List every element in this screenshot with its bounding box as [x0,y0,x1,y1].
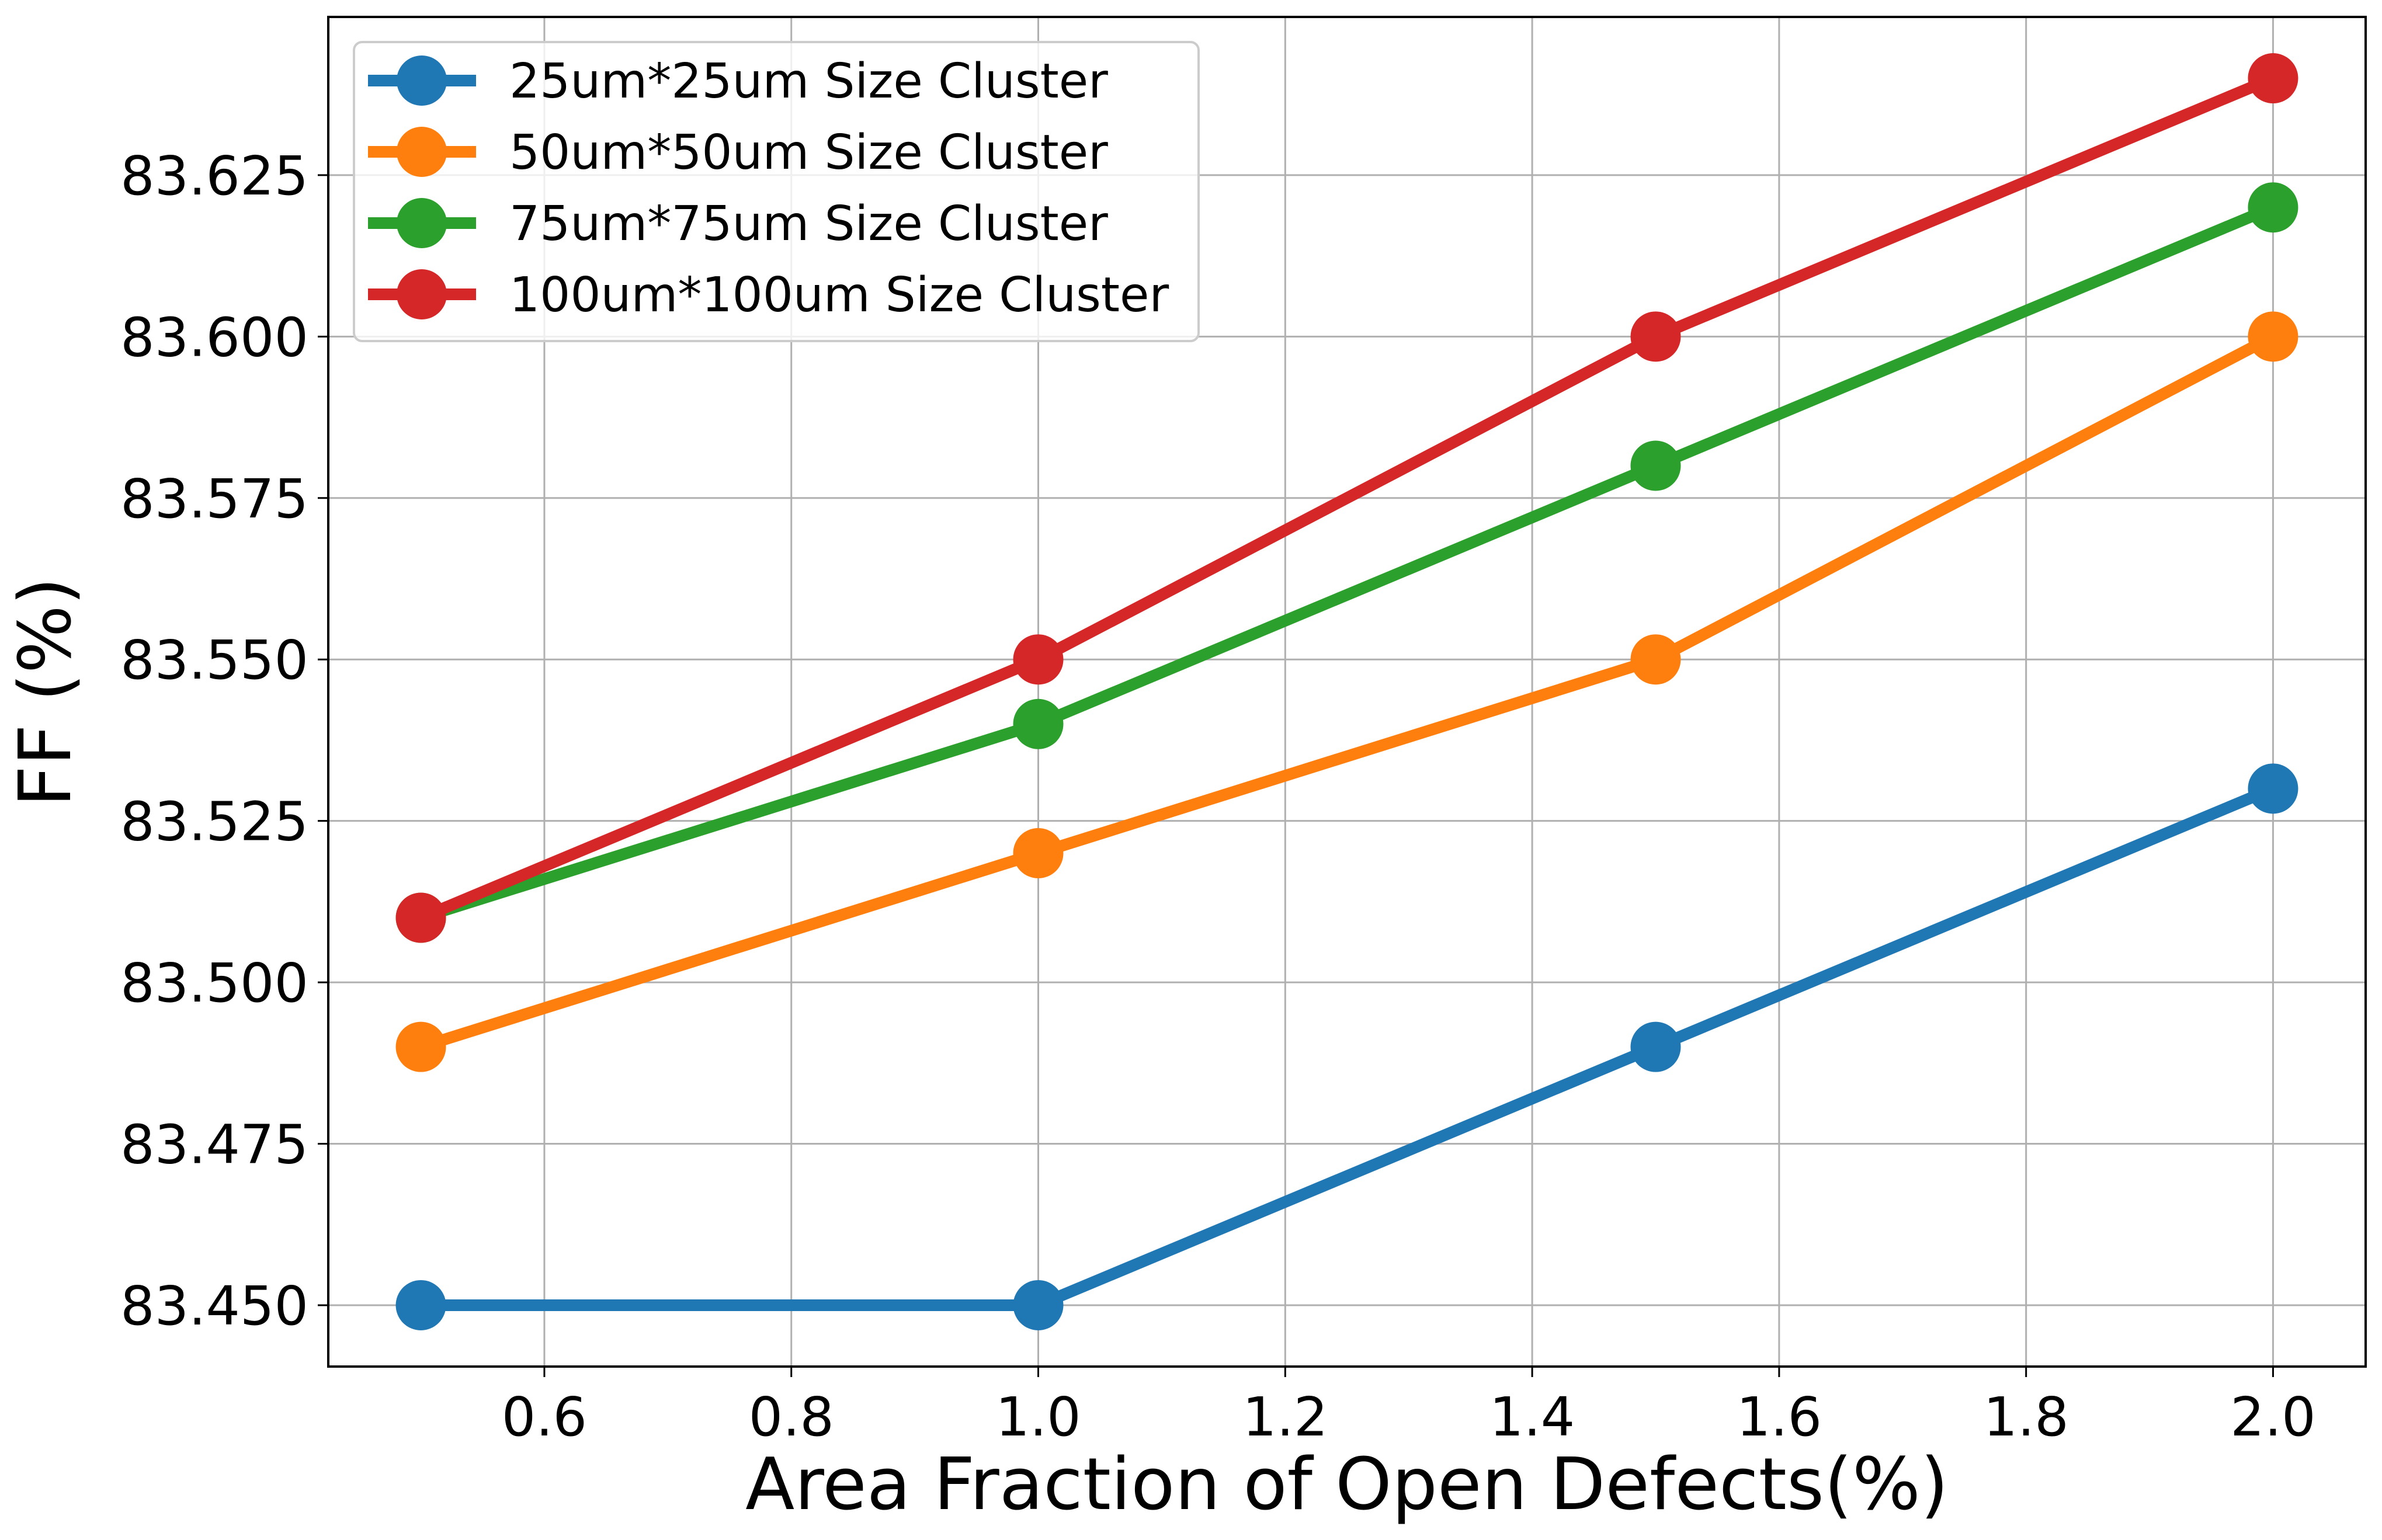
series-group [395,53,2298,943]
y-tick-label: 83.550 [120,629,308,691]
data-point [1630,634,1681,685]
series-line [419,331,2276,1053]
legend-swatch-marker [397,198,447,248]
data-point [1013,828,1064,878]
data-point [395,892,446,943]
y-tick-label: 83.525 [120,791,308,853]
legend-box [353,41,1200,342]
legend-swatch-marker [397,127,447,177]
legend-swatch-marker [397,55,447,106]
plot-area-frame [327,16,2367,1368]
legend-entry-label: 75um*75um Size Cluster [509,196,1108,252]
data-point [1013,1280,1064,1330]
y-tick-label: 83.500 [120,952,308,1014]
data-point [395,1280,446,1330]
series-line [418,72,2276,923]
x-tick-label: 1.6 [1737,1386,1822,1448]
x-tick-label: 2.0 [2230,1386,2315,1448]
y-tick-label: 83.600 [120,306,308,369]
legend-entry-label: 100um*100um Size Cluster [509,267,1169,323]
data-point [1630,311,1681,362]
series-group [395,311,2298,1072]
x-tick-label: 1.8 [1984,1386,2069,1448]
data-point [395,1021,446,1072]
data-point [1013,698,1064,749]
legend-entry-label: 50um*50um Size Cluster [509,125,1108,180]
data-point [2248,53,2298,104]
series-line [421,783,2276,1311]
data-point [2248,311,2298,362]
series-lines [395,53,2298,1330]
x-axis-label: Area Fraction of Open Defects(%) [745,1443,1949,1527]
axis-ticks: 0.6 0.8 1.0 1.2 1.4 1.6 1.8 2.0 83.450 83.475 83.5… [120,145,2316,1448]
y-axis-label: FF (%) [4,577,88,806]
x-tick-label: 0.8 [749,1386,834,1448]
y-tick-label: 83.625 [120,145,308,207]
legend-entry-label: 25um*25um Size Cluster [509,54,1108,109]
x-tick-label: 1.2 [1242,1386,1328,1448]
y-tick-label: 83.450 [120,1275,308,1337]
x-tick-label: 1.0 [995,1386,1081,1448]
data-point [2248,182,2298,233]
legend: 25um*25um Size Cluster 50um*50um Size Clu… [353,41,1200,342]
series-line [419,201,2276,924]
data-point [2248,763,2298,814]
legend-swatch-marker [397,269,447,319]
y-tick-label: 83.575 [120,468,308,530]
data-point [1630,440,1681,491]
x-tick-label: 1.4 [1489,1386,1575,1448]
y-tick-label: 83.475 [120,1114,308,1176]
data-point [1013,634,1064,685]
series-group [395,763,2298,1330]
data-point [1630,1021,1681,1072]
x-tick-label: 0.6 [502,1386,587,1448]
